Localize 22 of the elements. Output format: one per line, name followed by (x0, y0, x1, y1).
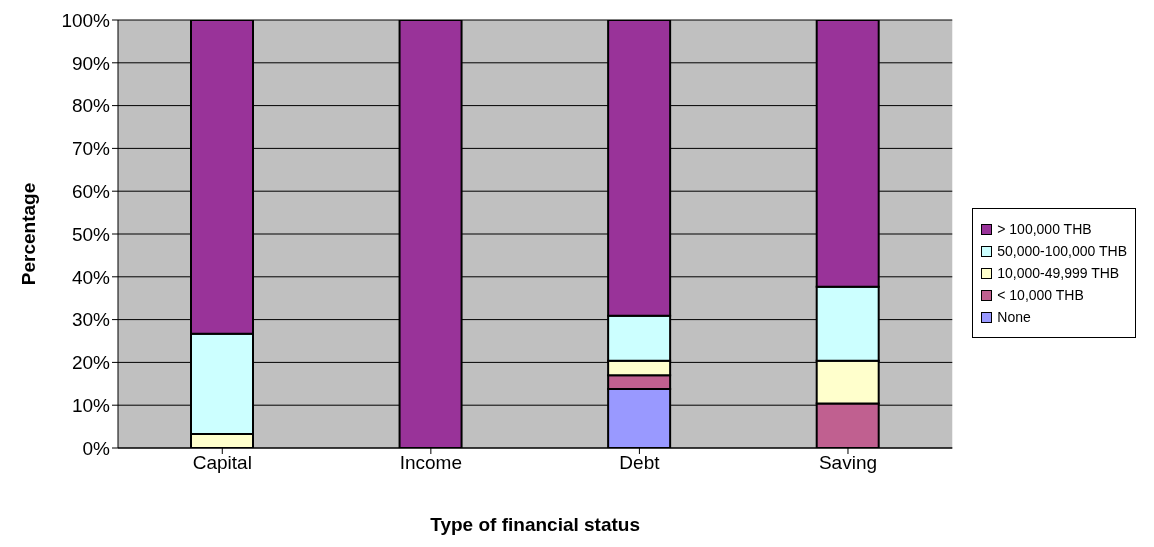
y-tick-label: 60% (71, 180, 111, 202)
x-tick-label: Income (399, 452, 463, 474)
y-axis-title: Percentage (17, 182, 39, 286)
y-tick-label: 50% (71, 223, 111, 245)
legend-label: None (997, 309, 1031, 325)
y-tick-label: 20% (71, 352, 111, 374)
y-tick-label: 80% (71, 95, 111, 117)
y-tick-label: 10% (71, 394, 111, 416)
y-tick-label: 90% (71, 52, 111, 74)
y-tick-label: 100% (61, 9, 111, 31)
x-tick-label: Debt (619, 452, 661, 474)
x-axis-title: Type of financial status (430, 514, 641, 536)
y-tick-label: 70% (71, 138, 111, 160)
legend-label: 10,000-49,999 THB (997, 265, 1120, 281)
legend-label: > 100,000 THB (997, 221, 1092, 237)
legend-label: < 10,000 THB (997, 287, 1084, 303)
y-tick-label: 30% (71, 309, 111, 331)
y-tick-label: 40% (71, 266, 111, 288)
y-tick-label: 0% (82, 437, 111, 459)
x-tick-label: Capital (192, 452, 252, 474)
x-tick-label: Saving (818, 452, 878, 474)
legend-label: 50,000-100,000 THB (997, 243, 1127, 259)
